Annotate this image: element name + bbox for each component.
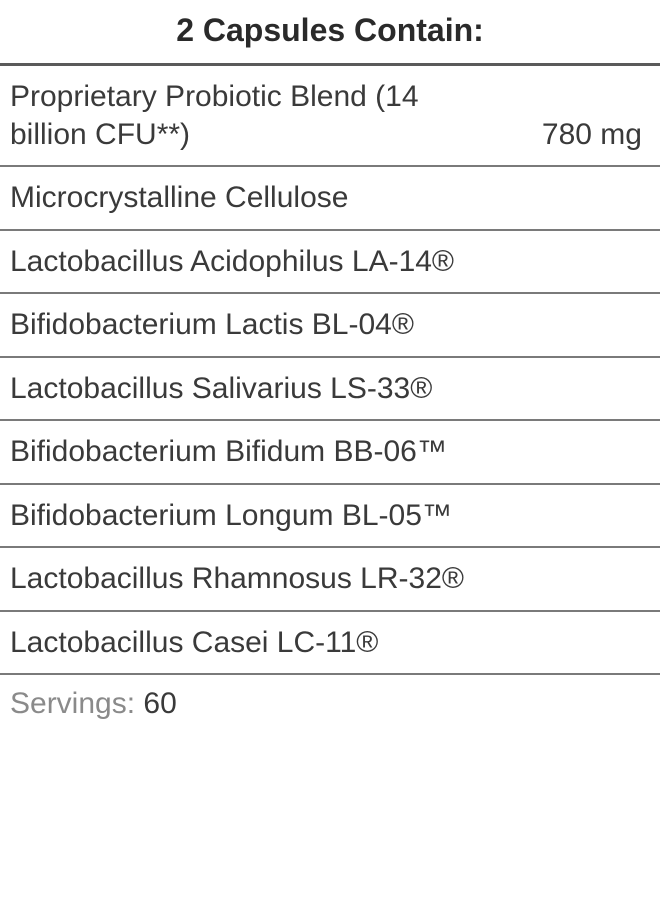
- ingredient-name: Lactobacillus Casei LC-11®: [10, 624, 378, 662]
- table-row: Microcrystalline Cellulose: [0, 167, 660, 231]
- supplement-facts-panel: 2 Capsules Contain: Proprietary Probioti…: [0, 0, 660, 733]
- table-row: Lactobacillus Salivarius LS-33®: [0, 358, 660, 422]
- table-row: Lactobacillus Rhamnosus LR-32®: [0, 548, 660, 612]
- ingredient-name: Bifidobacterium Longum BL-05™: [10, 497, 452, 535]
- ingredient-name: Microcrystalline Cellulose: [10, 179, 348, 217]
- ingredient-name: Bifidobacterium Bifidum BB-06™: [10, 433, 447, 471]
- ingredient-name: Lactobacillus Rhamnosus LR-32®: [10, 560, 464, 598]
- table-row: Bifidobacterium Longum BL-05™: [0, 485, 660, 549]
- ingredient-amount: 780 mg: [522, 116, 642, 154]
- table-row: Lactobacillus Casei LC-11®: [0, 612, 660, 676]
- ingredient-name: Lactobacillus Salivarius LS-33®: [10, 370, 432, 408]
- servings-label: Servings:: [10, 687, 143, 720]
- table-row: Lactobacillus Acidophilus LA-14®: [0, 231, 660, 295]
- table-row: Bifidobacterium Lactis BL-04®: [0, 294, 660, 358]
- servings-value: 60: [143, 687, 176, 720]
- ingredient-name: Proprietary Probiotic Blend (14 billion …: [10, 78, 490, 153]
- ingredient-name: Lactobacillus Acidophilus LA-14®: [10, 243, 454, 281]
- ingredient-name: Bifidobacterium Lactis BL-04®: [10, 306, 414, 344]
- table-row: Bifidobacterium Bifidum BB-06™: [0, 421, 660, 485]
- panel-title: 2 Capsules Contain:: [0, 0, 660, 66]
- servings-row: Servings: 60: [0, 675, 660, 733]
- table-row: Proprietary Probiotic Blend (14 billion …: [0, 66, 660, 167]
